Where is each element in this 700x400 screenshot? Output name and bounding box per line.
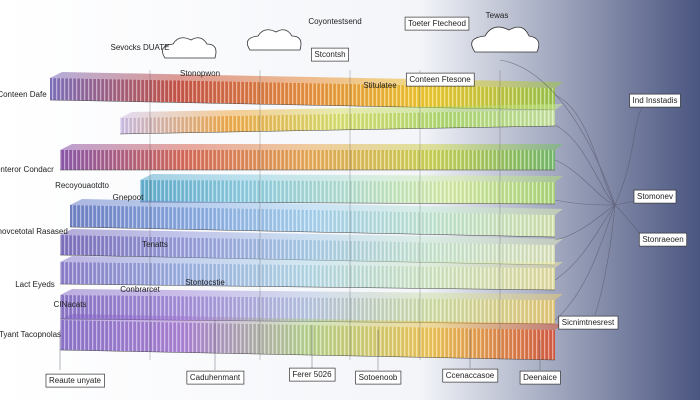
layer-texture [140,180,555,204]
layer-top [60,229,563,245]
label-box [355,370,402,385]
clouds [161,26,540,59]
label-box [633,189,677,204]
label: Stitulatee [363,81,397,90]
label-box [404,16,470,31]
label: Caduhenmant [190,373,241,382]
label: Tewas [486,11,509,20]
label: Lact Eyeds [15,280,55,289]
label: Conteen Ftesone [409,75,471,84]
label-box [629,93,681,108]
layer-texture [60,150,555,170]
label-box [45,373,105,388]
label-box [405,72,475,87]
label-box [442,368,499,383]
label-box [558,315,619,330]
label: CINacats [54,300,87,309]
layer-top [60,314,563,330]
label: Ind Insstadis [633,96,678,105]
label: Conteen Dafe [0,90,47,99]
label: Sevocks DUATE [111,43,170,52]
label: Stcontsh [314,50,345,59]
label: Tenatts [142,240,168,249]
layers [49,70,563,361]
label: Stontocstie [185,278,225,287]
label-box [519,370,561,385]
label: Stonopwon [180,69,220,78]
label: Conbrarcet [120,285,160,294]
label: Gnepoot [113,193,144,202]
label: Tyant Tacopnolas [0,330,61,339]
label: Ccenaccasoe [446,371,495,380]
label-box [638,232,688,247]
layer-edge [59,349,556,361]
layer-top [140,174,563,182]
label: Conteror Condacr [0,165,54,174]
layer-texture [60,262,555,290]
label: Stonraeoen [642,235,683,244]
label: Sotoenoob [359,373,398,382]
layer-top [60,289,563,300]
label-box [289,367,336,382]
label: Deenaice [523,373,557,382]
label: Stomonev [637,192,673,201]
layer-texture [60,320,555,360]
layer-top [60,144,563,150]
labels: Coyontestsend Toeter Ftecheod Tewas Sevocks… [0,11,688,388]
label: Ferer 5026 [292,370,332,379]
label: Reaute unyate [49,376,102,385]
layer-top [70,199,563,215]
layer-edge [69,226,556,238]
label: Coyontestsend [308,17,361,26]
layer-top [60,256,563,268]
label: Toeter Ftecheod [408,19,466,28]
label: Recoyouaotdto [55,181,109,190]
layer-edge [59,283,556,291]
layer-texture [70,205,555,237]
label-box [311,47,349,62]
label: Snovcetotal Rasased [0,227,68,236]
label-box [186,370,245,385]
layer-edge [119,125,556,135]
layer-top [120,104,563,118]
label: Sicnimtnesrest [562,318,615,327]
